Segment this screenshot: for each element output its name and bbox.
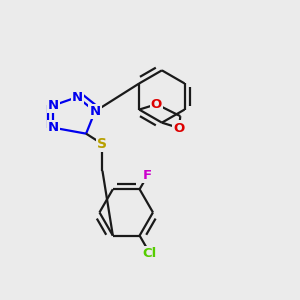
Text: N: N [72,91,83,103]
Text: O: O [173,122,185,134]
Text: O: O [151,98,162,111]
Text: F: F [143,169,152,182]
Text: N: N [89,105,100,118]
Text: S: S [98,137,107,151]
Text: N: N [48,99,59,112]
Text: Cl: Cl [142,247,157,260]
Text: N: N [48,121,59,134]
